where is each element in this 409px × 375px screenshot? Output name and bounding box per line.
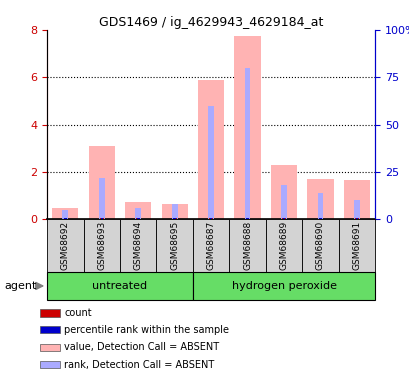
Title: GDS1469 / ig_4629943_4629184_at: GDS1469 / ig_4629943_4629184_at: [99, 16, 323, 29]
Bar: [47, 272, 193, 300]
Text: GSM68690: GSM68690: [315, 221, 324, 270]
Bar: [209, 218, 212, 219]
Bar: [137, 218, 139, 219]
Bar: [125, 202, 151, 219]
Bar: [229, 219, 265, 272]
Bar: [198, 80, 224, 219]
Bar: [318, 218, 321, 219]
Bar: [63, 218, 67, 219]
Bar: [281, 185, 286, 219]
Text: GSM68694: GSM68694: [133, 221, 142, 270]
Text: GSM68687: GSM68687: [206, 221, 215, 270]
Bar: [307, 179, 333, 219]
Bar: [193, 272, 374, 300]
Bar: [343, 180, 369, 219]
Bar: [136, 218, 140, 219]
Bar: [245, 218, 249, 219]
Text: GSM68689: GSM68689: [279, 221, 288, 270]
Bar: [317, 193, 323, 219]
Text: GSM68691: GSM68691: [352, 221, 361, 270]
Bar: [265, 219, 301, 272]
Text: count: count: [64, 308, 92, 318]
Bar: [47, 219, 83, 272]
Bar: [83, 219, 120, 272]
Bar: [171, 204, 177, 219]
Text: GSM68688: GSM68688: [243, 221, 252, 270]
Bar: [318, 218, 321, 219]
Text: hydrogen peroxide: hydrogen peroxide: [231, 281, 336, 291]
Bar: [88, 146, 115, 219]
Text: percentile rank within the sample: percentile rank within the sample: [64, 325, 229, 334]
Text: GSM68692: GSM68692: [61, 221, 70, 270]
Text: value, Detection Call = ABSENT: value, Detection Call = ABSENT: [64, 342, 219, 352]
Text: rank, Detection Call = ABSENT: rank, Detection Call = ABSENT: [64, 360, 214, 370]
Bar: [40, 344, 60, 351]
Bar: [282, 218, 285, 219]
Bar: [354, 218, 358, 219]
Bar: [246, 218, 248, 219]
Bar: [338, 219, 374, 272]
Bar: [244, 68, 250, 219]
Text: GSM68695: GSM68695: [170, 221, 179, 270]
Bar: [64, 218, 67, 219]
Bar: [52, 208, 78, 219]
Bar: [62, 210, 68, 219]
Bar: [301, 219, 338, 272]
Bar: [173, 218, 176, 219]
Bar: [40, 361, 60, 368]
Bar: [281, 218, 285, 219]
Bar: [270, 165, 297, 219]
Bar: [355, 218, 357, 219]
Text: GSM68693: GSM68693: [97, 221, 106, 270]
Bar: [161, 204, 187, 219]
Bar: [208, 106, 213, 219]
Bar: [100, 218, 103, 219]
Bar: [173, 218, 175, 219]
Bar: [234, 36, 260, 219]
Text: agent: agent: [4, 281, 36, 291]
Bar: [99, 178, 104, 219]
Bar: [353, 200, 359, 219]
Bar: [120, 219, 156, 272]
Bar: [156, 219, 193, 272]
Bar: [40, 309, 60, 316]
Bar: [193, 219, 229, 272]
Text: untreated: untreated: [92, 281, 147, 291]
Bar: [100, 218, 103, 219]
Bar: [40, 326, 60, 333]
Bar: [135, 208, 141, 219]
Bar: [209, 218, 212, 219]
